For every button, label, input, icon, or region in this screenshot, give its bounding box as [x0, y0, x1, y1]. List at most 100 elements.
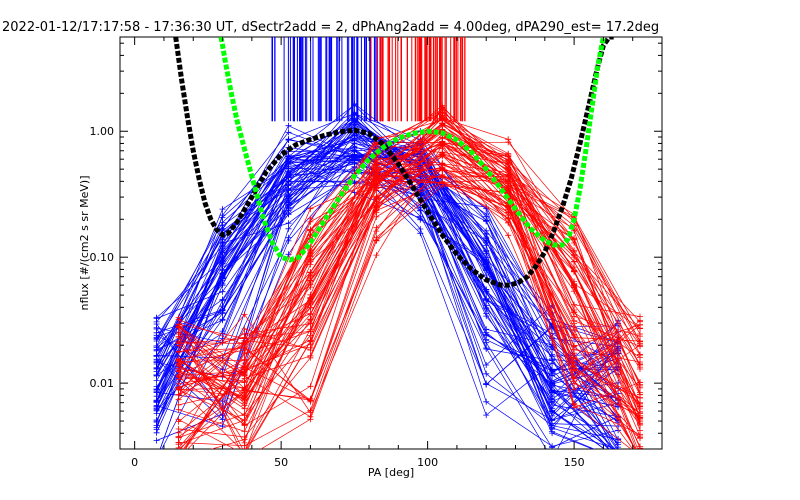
red-sector-profiles-line	[178, 140, 641, 376]
red-sector-profiles-marker	[571, 354, 578, 361]
blue-sector-profiles-marker	[285, 122, 292, 129]
blue-sector-profiles-marker	[483, 370, 490, 377]
red-sector-profiles-marker	[373, 213, 380, 220]
red-sector-profiles-marker	[571, 301, 578, 308]
blue-profile-group	[153, 100, 622, 462]
blue-sector-profiles-marker	[153, 373, 160, 379]
red-sector-profiles-marker	[637, 452, 643, 458]
blue-sector-profiles-marker	[483, 295, 490, 302]
red-sector-profiles-line	[178, 115, 641, 355]
blue-sector-profiles-marker	[615, 455, 621, 461]
red-sector-profiles-marker	[505, 209, 512, 216]
red-sector-profiles-line	[210, 108, 641, 449]
blue-sector-profiles-marker	[483, 345, 490, 351]
red-sector-profiles-line	[178, 130, 641, 414]
blue-sector-profiles-marker	[549, 353, 556, 360]
red-sector-profiles-marker	[175, 329, 182, 336]
red-sector-profiles-line	[178, 176, 641, 418]
red-sector-profiles-line	[187, 185, 641, 449]
red-sector-profiles-marker	[505, 219, 512, 226]
blue-sector-profiles-marker	[285, 129, 292, 136]
blue-sector-profiles-marker	[153, 417, 160, 423]
blue-sector-profiles-line	[156, 139, 619, 403]
red-sector-profiles-marker	[307, 316, 314, 323]
blue-sector-profiles-marker	[154, 456, 160, 462]
blue-sector-profiles-marker	[483, 362, 490, 368]
red-sector-profiles-marker	[307, 341, 314, 348]
blue-sector-profiles-marker	[153, 397, 160, 404]
red-sector-profiles-marker	[571, 281, 578, 288]
red-sector-profiles-marker	[373, 141, 380, 148]
red-sector-profiles-marker	[241, 378, 248, 385]
blue-sector-profiles-marker	[615, 456, 621, 462]
blue-sector-profiles-marker	[483, 267, 490, 274]
red-sector-profiles-line	[178, 119, 641, 424]
blue-sector-profiles-marker	[219, 303, 226, 310]
red-sector-profiles-marker	[637, 400, 643, 407]
red-sector-profiles-marker	[373, 252, 380, 259]
red-sector-profiles-marker	[637, 325, 643, 332]
red-sector-profiles-marker	[175, 365, 182, 372]
blue-sector-profiles-marker	[154, 456, 160, 462]
blue-sector-profiles-marker	[153, 410, 160, 417]
red-sector-profiles-line	[178, 144, 641, 419]
red-sector-profiles-marker	[175, 342, 182, 349]
red-sector-profiles-marker	[176, 456, 182, 462]
red-sector-profiles-marker	[241, 428, 248, 435]
blue-sector-profiles-marker	[219, 288, 226, 295]
red-sector-profiles-marker	[175, 348, 182, 355]
blue-sector-profiles-marker	[483, 227, 490, 234]
red-sector-profiles-marker	[373, 193, 380, 200]
red-sector-profiles-marker	[307, 295, 314, 302]
x-tick-label: 50	[274, 456, 288, 469]
red-sector-profiles-marker	[241, 349, 248, 356]
x-tick-label: 0	[131, 456, 138, 469]
blue-sector-profiles-marker	[417, 213, 424, 220]
fit-curves	[173, 37, 614, 288]
blue-sector-profiles-marker	[285, 155, 292, 162]
blue-sector-profiles-marker	[483, 234, 490, 241]
blue-sector-profiles-marker	[219, 309, 226, 316]
blue-sector-profiles-marker	[351, 153, 358, 160]
blue-sector-profiles-marker	[351, 101, 358, 108]
red-sector-profiles-line	[178, 169, 636, 449]
red-sector-profiles-marker	[439, 180, 446, 187]
y-tick-label: 0.10	[90, 251, 115, 264]
blue-sector-profiles-marker	[285, 199, 292, 206]
red-sector-profiles-marker	[176, 455, 182, 461]
blue-sector-profiles-marker	[549, 371, 556, 378]
blue-sector-profiles-marker	[219, 317, 226, 324]
black-fit-curve	[173, 37, 614, 288]
red-sector-profiles-marker	[637, 456, 643, 462]
red-sector-profiles-line	[178, 164, 641, 449]
blue-sector-profiles-marker	[153, 386, 160, 393]
red-sector-profiles-marker	[637, 434, 643, 441]
red-sector-profiles-marker	[439, 160, 446, 167]
red-sector-profiles-marker	[637, 443, 643, 449]
red-sector-profiles-marker	[307, 205, 314, 212]
red-sector-profiles-marker	[307, 253, 314, 260]
red-sector-profiles-marker	[307, 269, 314, 276]
blue-sector-profiles-marker	[219, 240, 226, 247]
y-axis-label: nflux [#/(cm2 s sr MeV)]	[78, 176, 91, 311]
red-sector-profiles-marker	[241, 412, 248, 419]
red-sector-profiles-marker	[175, 356, 182, 363]
red-sector-profiles-marker	[241, 337, 248, 344]
blue-sector-profiles-marker	[285, 136, 292, 143]
blue-sector-profiles-marker	[483, 248, 490, 255]
red-sector-profiles-marker	[505, 152, 512, 159]
axes-ticks: 0 50 100 150 0.01 0.10 1.00	[90, 37, 663, 469]
blue-sector-profiles-marker	[285, 237, 292, 244]
red-sector-profiles-marker	[637, 456, 643, 462]
red-sector-profiles-marker	[571, 264, 578, 271]
blue-sector-profiles-marker	[285, 225, 292, 232]
red-sector-profiles-marker	[241, 439, 248, 446]
red-sector-profiles-marker	[241, 356, 248, 363]
blue-sector-profiles-marker	[549, 387, 556, 394]
blue-sector-profiles-marker	[549, 380, 556, 387]
red-sector-profiles-marker	[505, 179, 512, 185]
blue-sector-profiles-marker	[219, 398, 226, 405]
red-sector-profiles-marker	[505, 173, 512, 180]
blue-sector-profiles-marker	[219, 271, 226, 278]
blue-sector-profiles-marker	[549, 366, 556, 373]
